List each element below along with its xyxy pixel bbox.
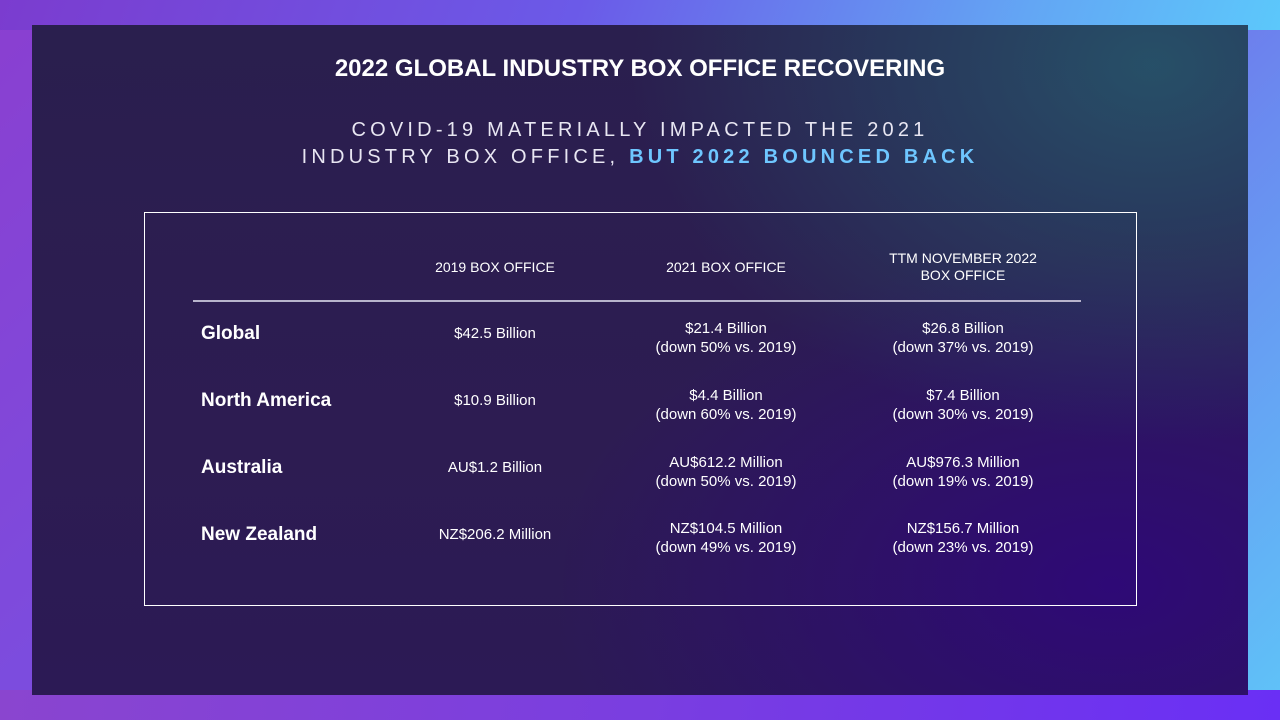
row-label-new-zealand: New Zealand (201, 524, 318, 545)
slide: 2022 GLOBAL INDUSTRY BOX OFFICE RECOVERI… (32, 25, 1248, 695)
cell-north-america-ttm-note: (down 30% vs. 2019) (892, 406, 1034, 423)
cell-australia-2021: AU$612.2 Million (down 50% vs. 2019) (626, 453, 826, 491)
header-ttm-2022: TTM NOVEMBER 2022 BOX OFFICE (863, 250, 1063, 284)
subtitle-line-2: INDUSTRY BOX OFFICE, BUT 2022 BOUNCED BA… (32, 144, 1248, 171)
cell-new-zealand-2021: NZ$104.5 Million (down 49% vs. 2019) (626, 519, 826, 557)
cell-australia-ttm-note: (down 19% vs. 2019) (892, 473, 1034, 490)
cell-australia-ttm-value: AU$976.3 Million (906, 454, 1020, 471)
cell-north-america-ttm: $7.4 Billion (down 30% vs. 2019) (863, 386, 1063, 424)
row-label-global: Global (201, 323, 261, 344)
cell-north-america-2019: $10.9 Billion (454, 392, 536, 409)
cell-global-ttm-value: $26.8 Billion (922, 320, 1004, 337)
cell-north-america-ttm-value: $7.4 Billion (926, 387, 1000, 404)
cell-north-america-2021-value: $4.4 Billion (689, 387, 763, 404)
row-label-north-america: North America (201, 390, 332, 411)
header-2021: 2021 BOX OFFICE (666, 259, 786, 275)
slide-subtitle: COVID-19 MATERIALLY IMPACTED THE 2021 IN… (32, 117, 1248, 171)
slide-title: 2022 GLOBAL INDUSTRY BOX OFFICE RECOVERI… (334, 55, 946, 82)
cell-australia-2019: AU$1.2 Billion (447, 459, 543, 476)
cell-new-zealand-ttm-note: (down 23% vs. 2019) (892, 539, 1034, 556)
cell-australia-2021-note: (down 50% vs. 2019) (655, 473, 797, 490)
box-office-table: 2019 BOX OFFICE 2021 BOX OFFICE TTM NOVE… (144, 212, 1137, 606)
cell-new-zealand-ttm: NZ$156.7 Million (down 23% vs. 2019) (863, 519, 1063, 557)
cell-global-2021-value: $21.4 Billion (685, 320, 767, 337)
subtitle-line-1: COVID-19 MATERIALLY IMPACTED THE 2021 (351, 119, 929, 141)
subtitle-highlight: BUT 2022 BOUNCED BACK (629, 146, 979, 168)
cell-global-2019: $42.5 Billion (454, 325, 536, 342)
cell-new-zealand-2019: NZ$206.2 Million (438, 526, 552, 543)
row-label-australia: Australia (201, 457, 283, 478)
cell-north-america-2021: $4.4 Billion (down 60% vs. 2019) (626, 386, 826, 424)
header-ttm-line-2: BOX OFFICE (920, 267, 1006, 283)
cell-new-zealand-2021-note: (down 49% vs. 2019) (655, 539, 797, 556)
cell-new-zealand-2021-value: NZ$104.5 Million (669, 520, 783, 537)
header-2019: 2019 BOX OFFICE (435, 259, 555, 275)
subtitle-line-2-prefix: INDUSTRY BOX OFFICE, (301, 146, 630, 168)
cell-australia-ttm: AU$976.3 Million (down 19% vs. 2019) (863, 453, 1063, 491)
cell-global-ttm: $26.8 Billion (down 37% vs. 2019) (863, 319, 1063, 357)
header-ttm-line-1: TTM NOVEMBER 2022 (889, 250, 1037, 266)
cell-global-ttm-note: (down 37% vs. 2019) (892, 339, 1034, 356)
header-divider (193, 300, 1081, 302)
cell-global-2021: $21.4 Billion (down 50% vs. 2019) (626, 319, 826, 357)
cell-global-2021-note: (down 50% vs. 2019) (655, 339, 797, 356)
cell-north-america-2021-note: (down 60% vs. 2019) (655, 406, 797, 423)
cell-new-zealand-ttm-value: NZ$156.7 Million (906, 520, 1020, 537)
cell-australia-2021-value: AU$612.2 Million (669, 454, 783, 471)
